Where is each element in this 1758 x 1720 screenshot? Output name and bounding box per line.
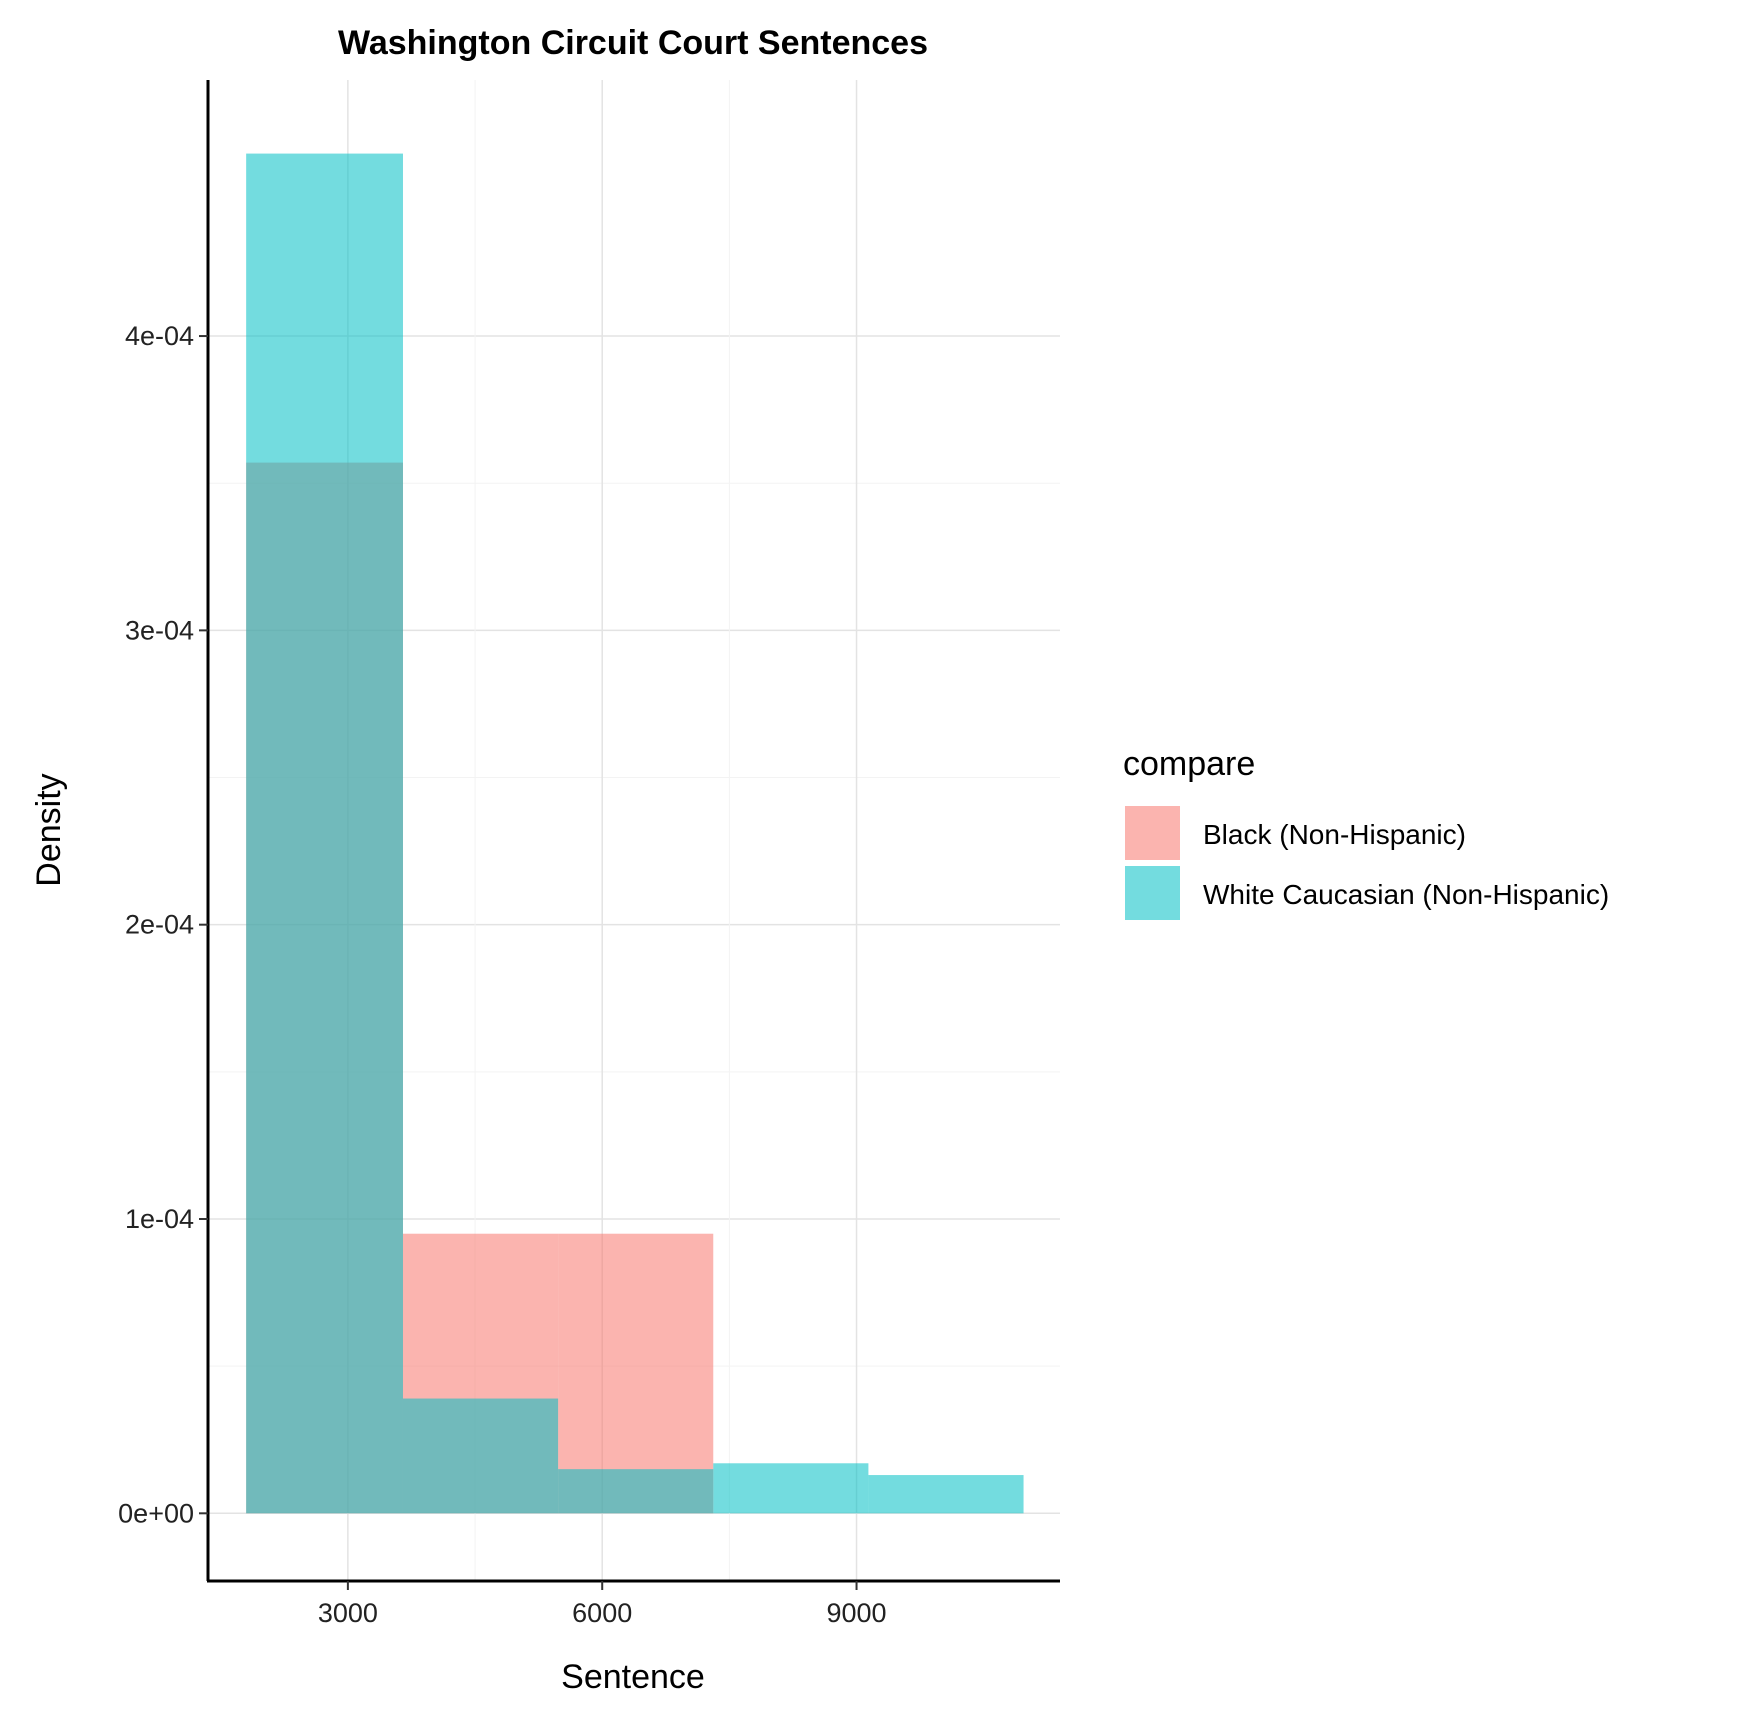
legend-title: compare	[1123, 745, 1255, 783]
bar-series1-bin3	[713, 1463, 869, 1514]
legend-key-0	[1125, 806, 1180, 860]
y-tick-label-3: 3e-04	[125, 615, 194, 645]
y-tick-label-1: 1e-04	[125, 1204, 194, 1234]
bar-series1-bin2	[558, 1469, 714, 1514]
series-1	[246, 153, 1024, 1514]
legend-label-1: White Caucasian (Non-Hispanic)	[1203, 879, 1609, 910]
x-tick-label-2: 9000	[826, 1598, 886, 1628]
y-tick-label-2: 2e-04	[125, 910, 194, 940]
legend-label-0: Black (Non-Hispanic)	[1203, 819, 1466, 850]
x-axis-title: Sentence	[561, 1658, 705, 1696]
legend: compare Black (Non-Hispanic) White Caucas…	[1123, 745, 1609, 920]
bar-series1-bin4	[868, 1475, 1024, 1514]
y-tick-label-0: 0e+00	[118, 1498, 194, 1528]
x-tick-label-0: 3000	[318, 1598, 378, 1628]
x-axis-ticks: 3000 6000 9000	[318, 1581, 887, 1628]
chart-title: Washington Circuit Court Sentences	[338, 24, 928, 62]
y-tick-label-4: 4e-04	[125, 321, 194, 351]
bar-series0-bin2	[558, 1233, 714, 1514]
y-axis-title: Density	[30, 773, 68, 886]
legend-key-1	[1125, 866, 1180, 920]
bar-series1-bin0	[246, 153, 403, 1514]
x-tick-label-1: 6000	[572, 1598, 632, 1628]
y-axis-ticks: 0e+00 1e-04 2e-04 3e-04 4e-04	[118, 321, 208, 1528]
histogram-bars	[246, 153, 1024, 1514]
bar-series1-bin1	[402, 1398, 559, 1514]
